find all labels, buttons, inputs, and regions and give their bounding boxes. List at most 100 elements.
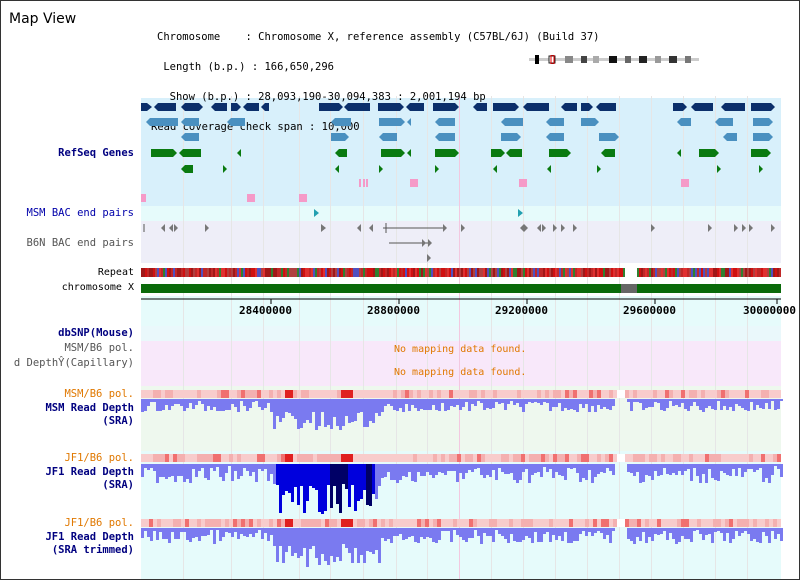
repeat-segment <box>497 268 499 277</box>
repeat-segment <box>387 268 389 277</box>
track-label-sra-trimmed: (SRA trimmed) <box>51 544 134 556</box>
depth-bar <box>633 528 636 544</box>
polymorphism-cell <box>189 519 193 527</box>
polymorphism-cell <box>233 519 237 527</box>
polymorphism-cell <box>277 454 281 462</box>
depth-bar <box>555 528 558 540</box>
depth-bar <box>225 399 228 410</box>
depth-bar <box>540 464 543 477</box>
polymorphism-cell <box>749 454 753 462</box>
depth-bar <box>192 399 195 409</box>
depth-bar <box>237 464 240 479</box>
track-label-jf1-read-depth[interactable]: JF1 Read Depth <box>45 466 134 478</box>
track-label-jf1-read-depth-trimmed[interactable]: JF1 Read Depth <box>45 531 134 543</box>
polymorphism-cell <box>737 390 741 398</box>
chromosome-ideogram[interactable] <box>529 55 699 64</box>
polymorphism-cell <box>649 519 653 527</box>
track-label-msm-bac[interactable]: MSM BAC end pairs <box>26 207 134 219</box>
repeat-segment <box>615 268 617 277</box>
depth-bar <box>645 464 648 475</box>
polymorphism-cell <box>769 390 773 398</box>
depth-bar <box>567 399 570 410</box>
polymorphism-cell <box>529 519 533 527</box>
polymorphism-cell <box>461 454 465 462</box>
depth-bar <box>372 464 375 494</box>
track-label-jf1-b6-pol[interactable]: JF1/B6 pol. <box>64 452 134 464</box>
track-label-msm-b6-pol[interactable]: MSM/B6 pol. <box>64 388 134 400</box>
depth-bar <box>363 528 366 563</box>
depth-bar <box>411 528 414 536</box>
track-label-read-depth-capillary[interactable]: d DepthŶ(Capillary) <box>13 357 134 369</box>
polymorphism-cell <box>641 519 645 527</box>
polymorphism-cell <box>405 390 409 398</box>
depth-bar <box>273 464 276 484</box>
polymorphism-cell <box>677 454 681 462</box>
polymorphism-cell <box>637 454 641 462</box>
depth-bar <box>756 464 759 470</box>
polymorphism-cell <box>185 454 189 462</box>
depth-bar <box>462 464 465 479</box>
depth-bar <box>669 399 672 401</box>
depth-bar <box>267 399 270 403</box>
track-label-msm-read-depth[interactable]: MSM Read Depth <box>45 402 134 414</box>
depth-bar <box>183 528 186 532</box>
depth-bar <box>555 464 558 472</box>
depth-bar <box>156 464 159 483</box>
track-label-chromosome[interactable]: chromosome X <box>61 282 134 293</box>
polymorphism-cell <box>701 390 705 398</box>
depth-bar <box>405 399 408 404</box>
track-label-jf1-b6-pol-2[interactable]: JF1/B6 pol. <box>64 517 134 529</box>
polymorphism-cell <box>593 519 597 527</box>
repeat-segment <box>311 268 313 277</box>
depth-bar <box>483 464 486 478</box>
depth-bar <box>546 464 549 472</box>
polymorphism-cell <box>257 519 261 527</box>
depth-bar <box>684 399 687 409</box>
polymorphism-cell <box>581 390 585 398</box>
depth-bar <box>441 399 444 403</box>
polymorphism-cell <box>405 519 409 527</box>
track-label-b6n-bac[interactable]: B6N BAC end pairs <box>26 237 134 249</box>
depth-bar <box>408 464 411 472</box>
grid-line <box>427 96 428 579</box>
track-label-dbsnp[interactable]: dbSNP(Mouse) <box>58 327 134 339</box>
depth-bar <box>399 399 402 408</box>
repeat-segment <box>199 268 201 277</box>
depth-bar <box>705 464 708 483</box>
polymorphism-cell <box>621 519 625 527</box>
depth-bar <box>453 528 456 530</box>
polymorphism-cell <box>621 454 625 462</box>
depth-bar <box>303 399 306 423</box>
depth-bar <box>654 528 657 534</box>
polymorphism-cell <box>693 454 697 462</box>
depth-bar <box>177 399 180 404</box>
polymorphism-cell <box>737 519 741 527</box>
depth-bar <box>750 464 753 469</box>
polymorphism-cell <box>681 390 685 398</box>
polymorphism-cell <box>673 454 677 462</box>
track-label-refseq-genes[interactable]: RefSeq Genes <box>58 147 134 159</box>
repeat-segment <box>405 268 407 277</box>
depth-bar <box>630 528 633 541</box>
track-label-msm-b6-pol-capillary[interactable]: MSM/B6 pol. <box>64 342 134 354</box>
depth-bar <box>345 399 348 416</box>
polymorphism-cell <box>157 454 161 462</box>
polymorphism-cell <box>509 390 513 398</box>
polymorphism-cell <box>469 390 473 398</box>
polymorphism-cell <box>261 519 265 527</box>
polymorphism-cell <box>249 519 253 527</box>
depth-bar <box>159 528 162 532</box>
track-label-repeat[interactable]: Repeat <box>97 267 134 278</box>
depth-bar <box>708 528 711 534</box>
polymorphism-cell <box>557 519 561 527</box>
track-label-msm-read-depth-sra: (SRA) <box>102 415 134 427</box>
repeat-segment <box>411 268 413 277</box>
repeat-segment <box>533 268 535 277</box>
depth-bar <box>417 399 420 411</box>
polymorphism-cell <box>437 454 441 462</box>
depth-bar <box>375 399 378 413</box>
polymorphism-cell <box>765 390 769 398</box>
depth-bar <box>663 399 666 411</box>
polymorphism-cell <box>209 390 213 398</box>
